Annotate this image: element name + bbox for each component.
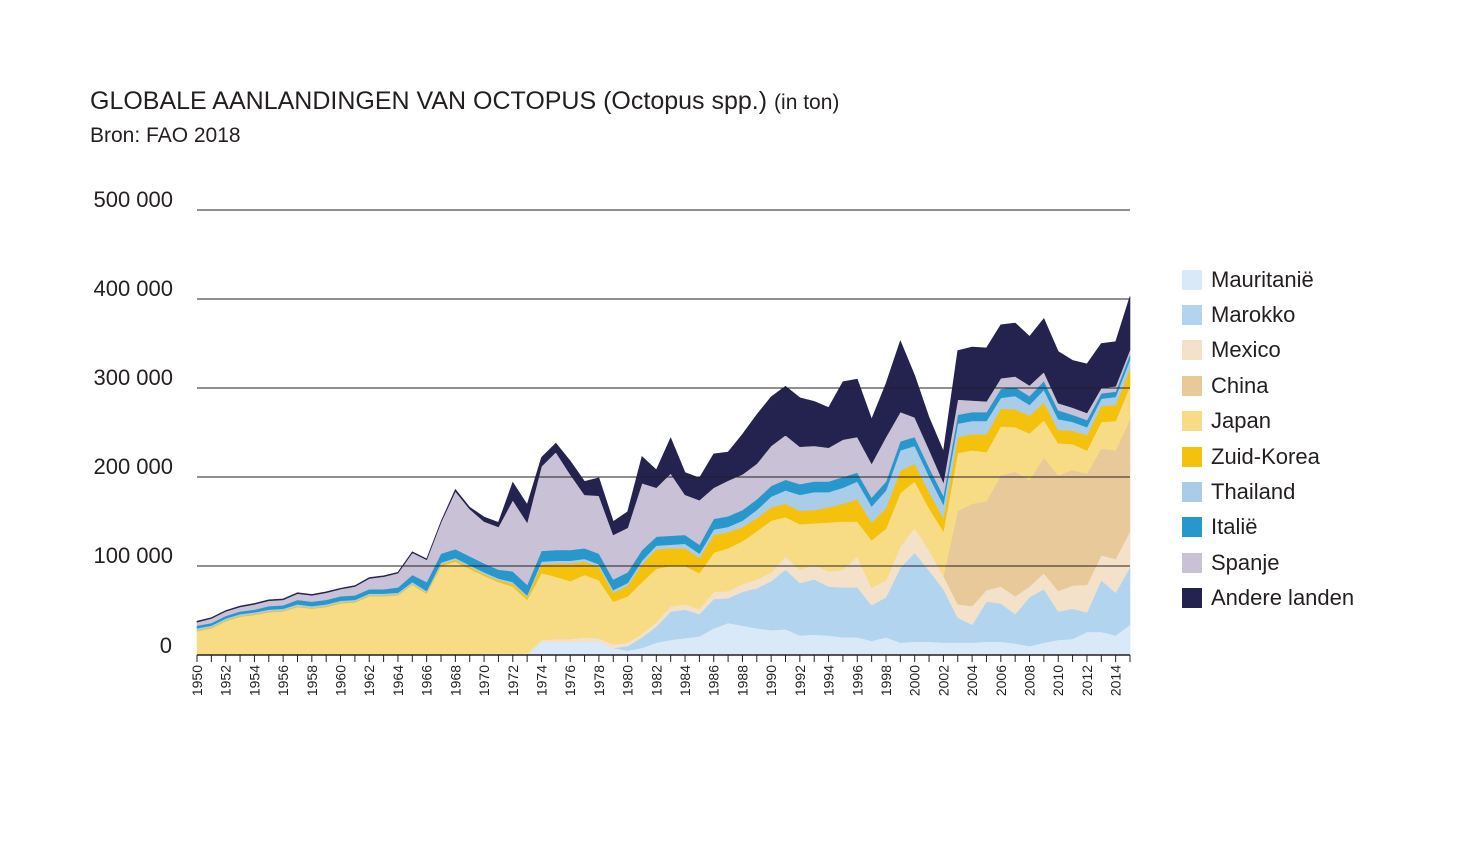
x-tick-label: 1952 xyxy=(218,665,234,696)
x-tick-label: 2002 xyxy=(935,665,951,696)
x-tick-label: 1976 xyxy=(562,665,578,696)
y-tick-label: 0 xyxy=(160,633,172,658)
y-tick-label: 300 000 xyxy=(93,365,173,390)
x-tick-label: 1956 xyxy=(275,665,291,696)
legend: Mauritanië Marokko Mexico China Japan Zuid-Ko… xyxy=(1182,262,1354,616)
y-tick-label: 400 000 xyxy=(93,276,173,301)
legend-item-japan: Japan xyxy=(1182,404,1354,439)
legend-item-thailand: Thailand xyxy=(1182,474,1354,509)
x-tick-label: 1958 xyxy=(304,665,320,696)
chart-unit: (in ton) xyxy=(774,91,840,114)
x-tick-label: 1980 xyxy=(620,665,636,696)
title-block: GLOBALE AANLANDINGEN VAN OCTOPUS (Octopu… xyxy=(90,86,839,150)
legend-label: Mauritanië xyxy=(1211,266,1314,292)
legend-label: Marokko xyxy=(1211,302,1296,328)
y-tick-label: 200 000 xyxy=(93,454,173,479)
x-tick-label: 2000 xyxy=(907,665,923,696)
legend-label: Thailand xyxy=(1211,479,1296,505)
legend-item-zuid-korea: Zuid-Korea xyxy=(1182,439,1354,474)
x-tick-label: 1950 xyxy=(189,665,205,696)
x-tick-label: 2014 xyxy=(1108,665,1124,696)
legend-swatch xyxy=(1182,588,1202,609)
legend-swatch xyxy=(1182,446,1202,467)
x-tick-label: 1990 xyxy=(763,665,779,696)
x-tick-label: 1984 xyxy=(677,665,693,696)
legend-swatch xyxy=(1182,340,1202,361)
legend-item-mexico: Mexico xyxy=(1182,333,1354,368)
legend-item-mauritanie: Mauritanië xyxy=(1182,262,1354,297)
x-axis: 1950 1952 1954 1956 1958 1960 1962 1964 1966 1968… xyxy=(189,654,1131,696)
x-tick-label: 1978 xyxy=(591,665,607,696)
x-tick-label: 2006 xyxy=(993,665,1009,696)
legend-item-andere-landen: Andere landen xyxy=(1182,581,1354,616)
area-layers xyxy=(196,296,1131,656)
x-tick-label: 1964 xyxy=(390,665,406,696)
x-tick-label: 1968 xyxy=(447,665,463,696)
x-tick-label: 1988 xyxy=(734,665,750,696)
legend-label: Mexico xyxy=(1211,337,1281,363)
legend-label: Italië xyxy=(1211,514,1258,540)
x-tick-label: 1970 xyxy=(476,665,492,696)
x-tick-label: 1954 xyxy=(246,665,262,696)
chart-subtitle: Bron: FAO 2018 xyxy=(90,124,241,147)
y-tick-label: 100 000 xyxy=(93,543,173,568)
legend-item-china: China xyxy=(1182,368,1354,403)
legend-label: Spanje xyxy=(1211,549,1280,575)
legend-item-spanje: Spanje xyxy=(1182,545,1354,580)
x-tick-label: 1966 xyxy=(419,665,435,696)
gridlines xyxy=(197,209,1130,567)
legend-item-italie: Italië xyxy=(1182,510,1354,545)
x-tick-label: 1962 xyxy=(361,665,377,696)
legend-label: China xyxy=(1211,372,1269,398)
x-tick-label: 1960 xyxy=(333,665,349,696)
x-tick-label: 2010 xyxy=(1050,665,1066,696)
legend-swatch xyxy=(1182,552,1202,573)
legend-swatch xyxy=(1182,517,1202,538)
y-tick-label: 500 000 xyxy=(93,187,173,212)
legend-swatch xyxy=(1182,411,1202,432)
x-tick-label: 1986 xyxy=(706,665,722,696)
x-tick-label: 1972 xyxy=(505,665,521,696)
legend-label: Andere landen xyxy=(1211,585,1355,611)
x-tick-label: 1998 xyxy=(878,665,894,696)
legend-label: Japan xyxy=(1211,408,1271,434)
chart-title-text: GLOBALE AANLANDINGEN VAN OCTOPUS (Octopu… xyxy=(90,87,768,115)
x-tick-label: 2004 xyxy=(964,665,980,696)
y-axis: 0 100 000 200 000 300 000 400 000 500 000 xyxy=(93,187,173,658)
legend-label: Zuid-Korea xyxy=(1211,443,1320,469)
legend-swatch xyxy=(1182,375,1202,396)
area-andere-landen xyxy=(196,296,1131,623)
legend-swatch xyxy=(1182,305,1202,326)
x-tick-label: 2008 xyxy=(1022,665,1038,696)
x-tick-label: 1996 xyxy=(849,665,865,696)
x-tick-label: 2012 xyxy=(1079,665,1095,696)
x-tick-label: 1994 xyxy=(821,665,837,696)
legend-item-marokko: Marokko xyxy=(1182,297,1354,332)
x-tick-label: 1974 xyxy=(533,665,549,696)
chart-title: GLOBALE AANLANDINGEN VAN OCTOPUS (Octopu… xyxy=(90,86,839,118)
legend-swatch xyxy=(1182,482,1202,503)
legend-swatch xyxy=(1182,269,1202,290)
x-tick-label: 1992 xyxy=(792,665,808,696)
x-tick-label: 1982 xyxy=(648,665,664,696)
